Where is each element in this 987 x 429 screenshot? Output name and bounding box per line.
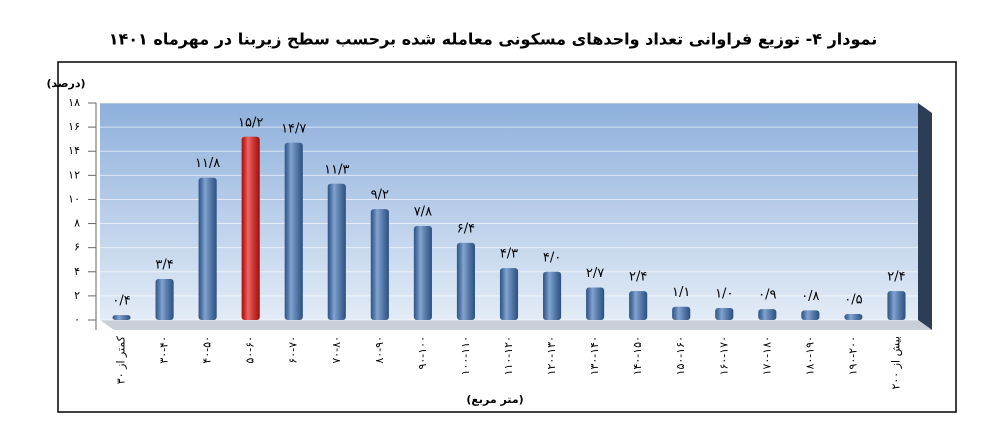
x-tick-label: ۹۰-۱۰۰ — [416, 336, 429, 370]
x-tick-label: ۱۴۰-۱۵۰ — [631, 336, 644, 375]
x-tick-label: ۱۹۰-۲۰۰ — [846, 336, 859, 375]
bar-shade — [758, 309, 777, 320]
data-label: ۶/۴ — [457, 221, 475, 236]
side-wall — [918, 103, 932, 330]
bar-shade — [155, 279, 174, 320]
data-label: ۷/۸ — [414, 204, 432, 219]
chart-title: نمودار ۴- توزیع فراوانی تعداد واحدهای مس… — [109, 30, 878, 49]
data-label: ۱۵/۲ — [238, 115, 263, 130]
bar-shade — [887, 291, 906, 320]
x-tick-label: ۷۰-۸۰ — [330, 336, 343, 364]
bar-shade — [198, 177, 217, 320]
data-label: ۱/۱ — [672, 285, 690, 300]
bar-shade — [586, 287, 605, 320]
y-tick-label: ۱۴ — [68, 144, 80, 157]
x-tick-label: ۸۰-۹۰ — [373, 336, 386, 364]
bar-shade — [543, 271, 562, 320]
bar-shade — [499, 268, 519, 320]
y-tick-label: ۱۰ — [68, 192, 80, 205]
y-tick-label: ۱۲ — [68, 168, 80, 181]
x-tick-label: ۱۵۰-۱۶۰ — [674, 336, 687, 375]
data-label: ۲/۴ — [887, 270, 905, 285]
data-label: ۱۱/۳ — [324, 162, 349, 177]
y-axis-title: (درصد) — [46, 77, 85, 90]
x-tick-label: ۱۲۰-۱۳۰ — [545, 336, 558, 375]
x-tick-label: ۴۰-۵۰ — [201, 336, 214, 364]
data-label: ۱/۰ — [715, 286, 733, 301]
y-tick-label: ۰ — [74, 313, 80, 326]
data-label: ۰/۹ — [758, 288, 776, 303]
x-tick-label: ۱۱۰-۱۲۰ — [502, 336, 515, 375]
floor — [100, 320, 932, 330]
bar-shade — [284, 142, 303, 320]
x-tick-label: ۳۰-۴۰ — [158, 336, 171, 364]
y-tick-label: ۲ — [74, 289, 80, 302]
data-label: ۱۴/۷ — [281, 121, 306, 136]
x-tick-label: ۶۰-۷۰ — [287, 336, 300, 364]
data-label: ۹/۲ — [371, 188, 389, 203]
bar-shade — [629, 291, 648, 320]
x-tick-label: ۱۶۰-۱۷۰ — [717, 336, 730, 375]
y-tick-label: ۸ — [74, 217, 80, 230]
bar-shade — [801, 310, 820, 320]
data-label: ۰/۸ — [801, 289, 819, 304]
y-tick-label: ۶ — [74, 241, 80, 254]
y-tick-label: ۱۶ — [68, 120, 80, 133]
x-tick-label: ۱۰۰-۱۱۰ — [459, 336, 472, 375]
x-tick-label: بیش از ۲۰۰ — [889, 336, 902, 390]
data-label: ۲/۷ — [586, 266, 604, 281]
bar-shade — [413, 225, 432, 320]
bar-shade — [456, 242, 475, 320]
data-label: ۴/۰ — [543, 250, 561, 265]
bar-shade — [112, 315, 131, 320]
x-tick-label: ۵۰-۶۰ — [244, 336, 257, 364]
bar-shade — [370, 209, 389, 320]
data-label: ۰/۵ — [844, 292, 862, 307]
bar-shade — [241, 136, 260, 320]
chart-frame — [57, 61, 957, 413]
bar-shade — [715, 307, 734, 320]
y-tick-label: ۱۸ — [68, 96, 80, 109]
x-tick-label: ۱۳۰-۱۴۰ — [588, 336, 601, 375]
x-tick-label: ۱۸۰-۱۹۰ — [803, 336, 816, 375]
data-label: ۳/۴ — [155, 258, 173, 273]
x-tick-label: کمتر از ۳۰ — [115, 335, 128, 384]
data-label: ۱۱/۸ — [195, 156, 220, 171]
y-tick-label: ۴ — [74, 265, 80, 278]
bar-shade — [672, 306, 691, 320]
x-tick-label: ۱۷۰-۱۸۰ — [760, 336, 773, 375]
x-axis-title: (متر مربع) — [466, 393, 523, 406]
bar-shade — [844, 313, 863, 320]
data-label: ۲/۴ — [629, 270, 647, 285]
data-label: ۰/۴ — [112, 294, 130, 309]
bar-shade — [327, 183, 346, 320]
data-label: ۴/۳ — [500, 247, 518, 262]
